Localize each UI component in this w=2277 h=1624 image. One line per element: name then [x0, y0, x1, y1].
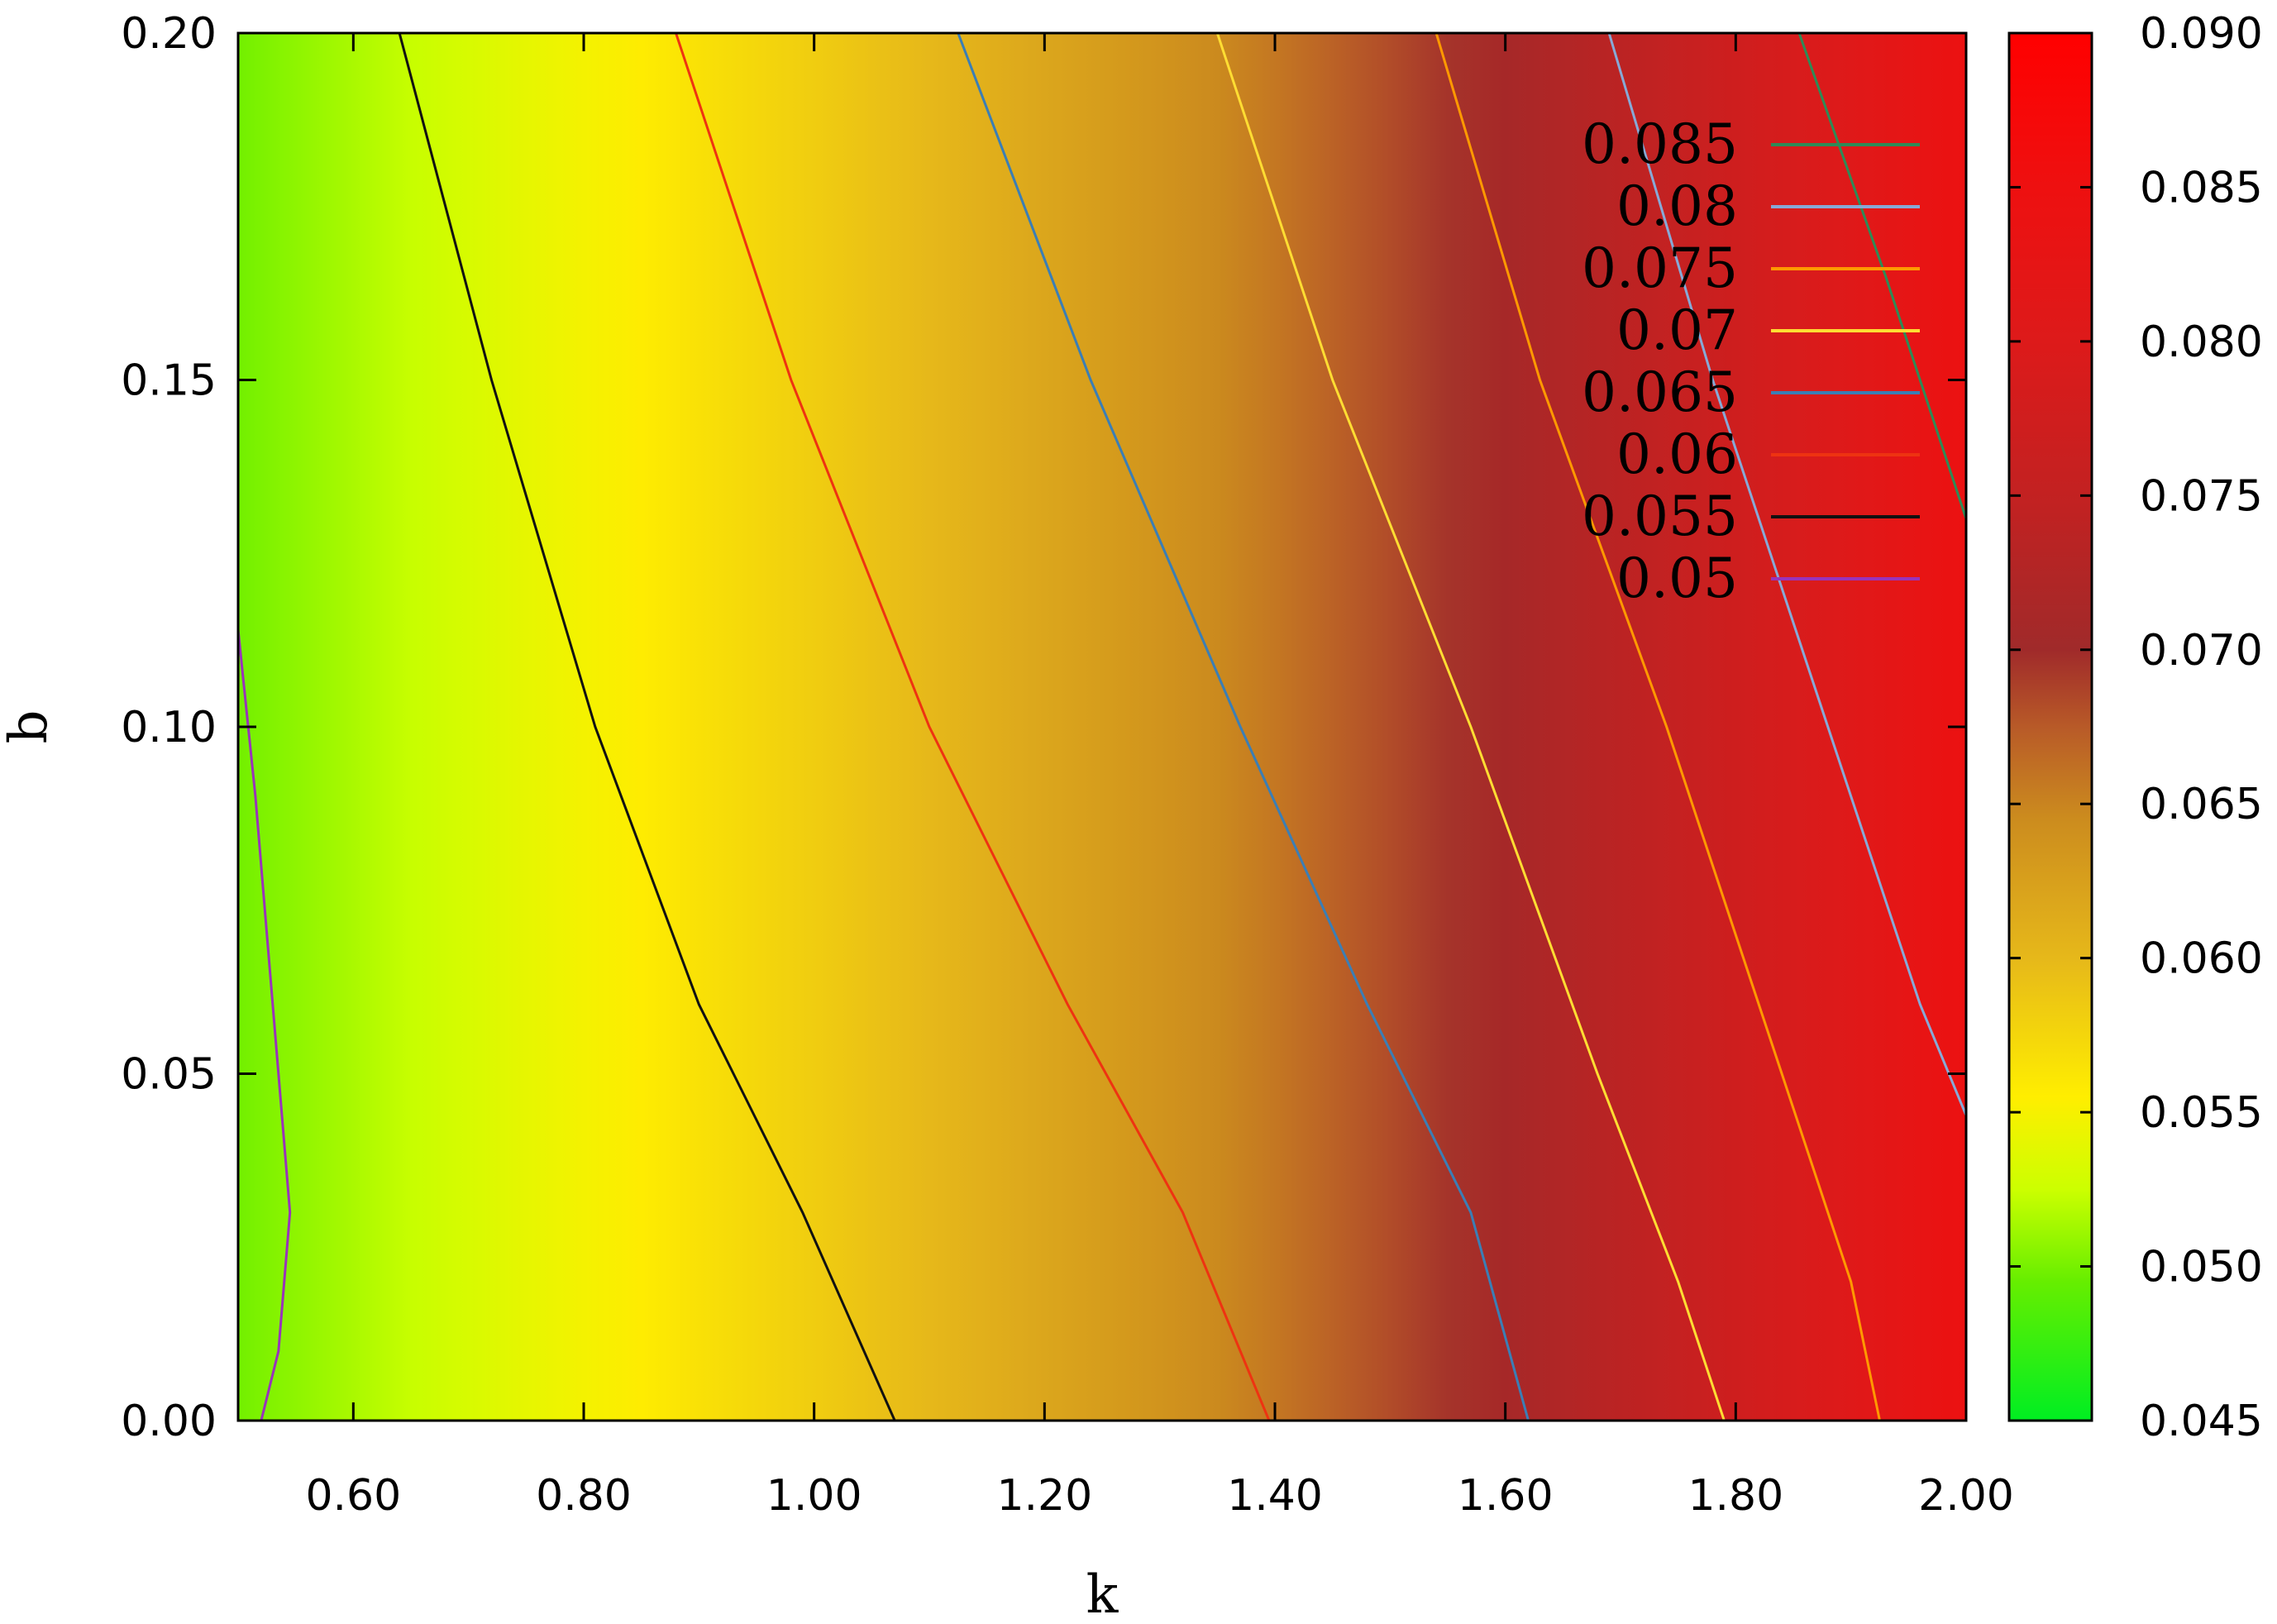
legend-label: 0.065	[1582, 361, 1738, 424]
colorbar-tick-label: 0.075	[2140, 471, 2263, 521]
colorbar: 0.045 0.050 0.055 0.060 0.065 0.070 0.075 0.080…	[2007, 9, 2263, 1446]
colorbar-tick-label: 0.045	[2140, 1397, 2263, 1446]
contour-0.085	[1797, 33, 1966, 519]
colorbar-tick-label: 0.055	[2140, 1088, 2263, 1138]
contour-0.08	[1607, 33, 1966, 1116]
contour-0.07	[1215, 33, 1726, 1421]
x-tick-label: 0.80	[536, 1471, 632, 1521]
colorbar-tick-label: 0.050	[2140, 1243, 2263, 1292]
legend-label: 0.085	[1582, 112, 1738, 176]
colorbar-tick-label: 0.065	[2140, 780, 2263, 829]
legend-label: 0.075	[1582, 236, 1738, 300]
plot-area: 0.60 0.80 1.00 1.20 1.40 1.60 1.80 2.00 0.000.0…	[121, 9, 2014, 1521]
contour-lines	[238, 33, 1966, 1421]
x-tick-label: 0.60	[305, 1471, 401, 1521]
legend-label: 0.06	[1616, 423, 1738, 486]
colorbar-tick-label: 0.085	[2140, 163, 2263, 213]
contour-0.055	[398, 33, 896, 1421]
x-tick-label: 1.00	[766, 1471, 862, 1521]
colorbar-tick-label: 0.090	[2140, 9, 2263, 59]
y-tick-label: 0.00	[121, 1397, 217, 1446]
contour-0.065	[957, 33, 1530, 1421]
colorbar-tick-label: 0.080	[2140, 318, 2263, 367]
legend-label: 0.05	[1616, 547, 1738, 610]
x-tick-label: 1.60	[1458, 1471, 1554, 1521]
y-tick-label: 0.15	[121, 356, 217, 406]
x-tick-label: 1.40	[1227, 1471, 1323, 1521]
x-tick-label: 2.00	[1918, 1471, 2014, 1521]
y-tick-label: 0.05	[121, 1050, 217, 1100]
contour-0.075	[1434, 33, 1881, 1421]
y-axis-title: b	[0, 710, 60, 744]
legend-label: 0.07	[1616, 299, 1738, 362]
contour-0.06	[675, 33, 1271, 1421]
y-axis-ticks: 0.00 0.05 0.10 0.15 0.20	[121, 9, 1966, 1446]
x-tick-label: 1.20	[996, 1471, 1092, 1521]
colorbar-tick-label: 0.070	[2140, 626, 2263, 676]
colorbar-field	[2009, 33, 2092, 1421]
y-tick-label: 0.10	[121, 703, 217, 752]
legend-label: 0.055	[1582, 485, 1738, 548]
legend-label: 0.08	[1616, 174, 1738, 238]
colorbar-ticks: 0.045 0.050 0.055 0.060 0.065 0.070 0.075 0.080…	[2009, 9, 2263, 1446]
x-axis-ticks: 0.60 0.80 1.00 1.20 1.40 1.60 1.80 2.00	[305, 33, 2014, 1521]
x-tick-label: 1.80	[1687, 1471, 1783, 1521]
y-tick-label: 0.20	[121, 9, 217, 59]
contour-0.05	[238, 629, 292, 1421]
colorbar-frame	[2007, 31, 2093, 1422]
colorbar-tick-label: 0.060	[2140, 934, 2263, 984]
x-axis-title: k	[1086, 1564, 1119, 1624]
